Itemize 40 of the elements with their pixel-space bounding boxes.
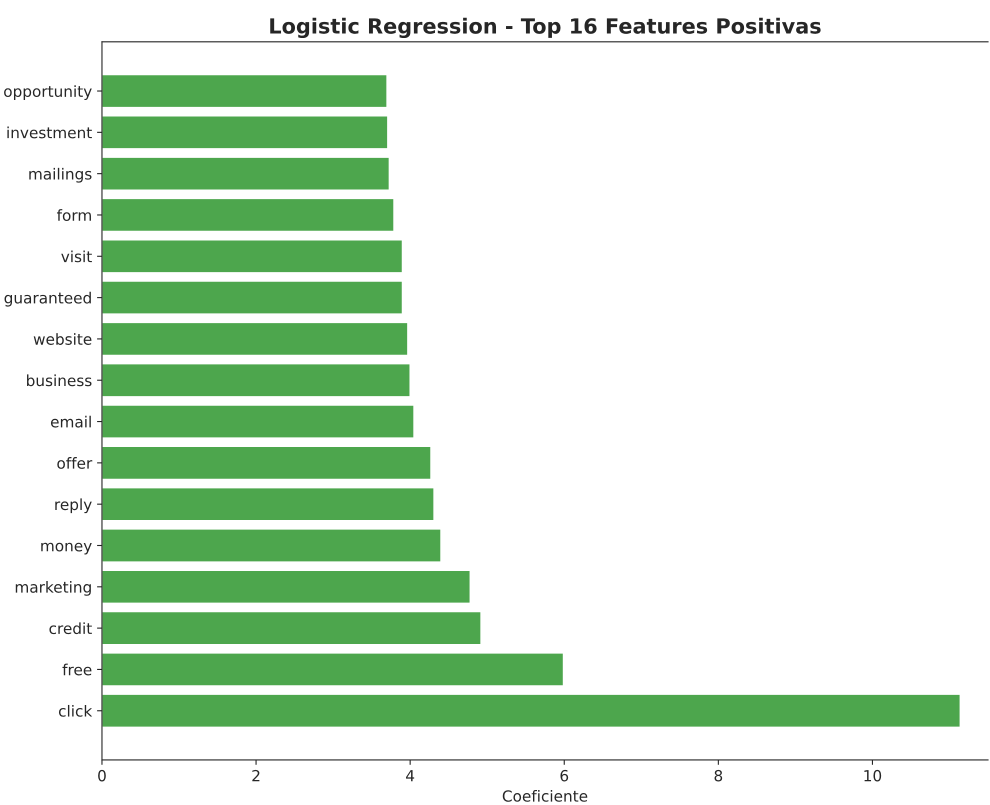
bar [102, 363, 411, 398]
y-tick-label: free [62, 664, 92, 676]
bar [102, 694, 961, 728]
bar [102, 280, 404, 315]
x-tick-label: 6 [560, 770, 568, 782]
y-tick-label: visit [61, 250, 92, 262]
bar [102, 198, 395, 232]
bar [102, 239, 404, 274]
bar [102, 74, 388, 108]
y-tick-label: opportunity [4, 85, 92, 100]
x-tick-label: 8 [714, 770, 722, 782]
bar [102, 486, 435, 522]
y-tick-label: reply [55, 498, 92, 514]
y-tick-label: credit [49, 622, 92, 634]
y-tick-label: email [50, 416, 91, 428]
bar [102, 610, 482, 646]
bar [102, 528, 442, 563]
y-tick-label: investment [7, 126, 92, 138]
y-tick-label: business [27, 374, 92, 386]
y-tick-label: marketing [16, 581, 91, 596]
chart-title: Logistic Regression - Top 16 Features Positivas [270, 18, 821, 38]
y-tick-label: mailings [29, 168, 92, 183]
y-tick-label: money [41, 542, 92, 554]
x-tick-label: 10 [864, 770, 882, 782]
bar [102, 115, 389, 150]
y-tick-label: click [58, 704, 92, 717]
bar [102, 446, 432, 480]
y-tick-label: guaranteed [4, 292, 91, 307]
x-tick-label: 2 [252, 770, 260, 782]
bar [102, 652, 564, 687]
y-tick-label: offer [57, 457, 92, 469]
x-axis-title: Coeficiente [502, 790, 588, 802]
bar [102, 404, 415, 439]
y-tick-label: form [56, 209, 91, 221]
bar [102, 570, 471, 604]
x-tick-label: 4 [406, 770, 414, 782]
y-tick-label: website [34, 333, 92, 345]
bar [102, 322, 409, 356]
bar [102, 156, 390, 191]
x-tick-label: 0 [98, 770, 106, 782]
